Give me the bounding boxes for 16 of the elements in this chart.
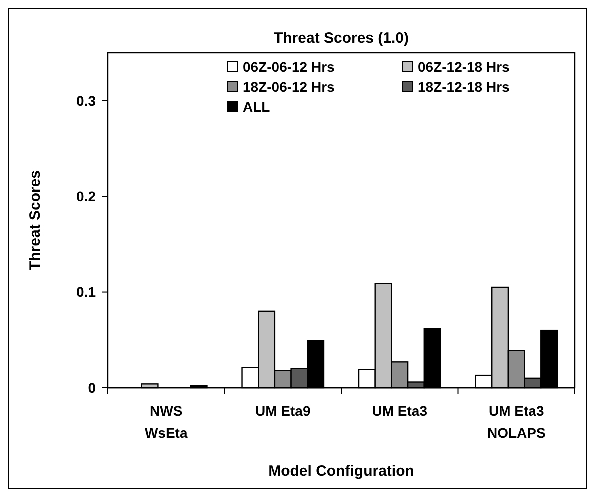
legend-label: ALL xyxy=(243,98,271,115)
y-tick-label: 0.1 xyxy=(76,284,96,300)
y-tick-label: 0.2 xyxy=(76,188,96,204)
chart-title: Threat Scores (1.0) xyxy=(274,30,410,47)
legend-label: 06Z-06-12 Hrs xyxy=(243,58,336,75)
x-tick-label: UM Eta3 xyxy=(372,403,428,419)
y-axis-title: Threat Scores xyxy=(27,170,44,271)
x-axis-title: Model Configuration xyxy=(268,463,414,480)
x-tick-label: NWS WsEta xyxy=(144,403,188,441)
legend-label: 06Z-12-18 Hrs xyxy=(418,58,510,75)
y-tick-label: 0.3 xyxy=(76,92,96,109)
x-tick-label: UM Eta9 xyxy=(256,403,311,419)
x-tick-label: UM Eta3 NOLAPS xyxy=(487,403,546,441)
y-tick-label: 0 xyxy=(88,380,96,396)
legend-label: 18Z-06-12 Hrs xyxy=(243,78,336,95)
legend-label: 18Z-12-18 Hrs xyxy=(418,78,510,95)
